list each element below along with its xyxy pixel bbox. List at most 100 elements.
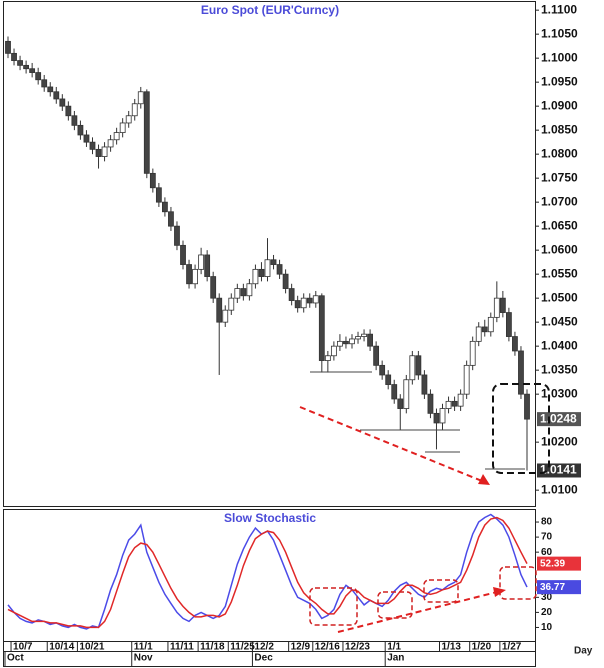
price-panel-frame — [3, 1, 536, 507]
candle-body — [234, 288, 241, 299]
y-tick-label: 1.1050 — [541, 26, 578, 40]
x-tick-label: 10/7 — [13, 642, 33, 653]
y-tick-label: 1.0950 — [541, 74, 578, 88]
candle-body — [83, 134, 90, 143]
candle-body — [379, 364, 386, 376]
annotations — [299, 371, 550, 633]
x-tick-label: 12/23 — [345, 642, 370, 653]
candle-body — [300, 297, 307, 309]
candle-body — [282, 273, 289, 289]
candle-body — [29, 68, 36, 73]
candle-body — [463, 364, 470, 395]
x-axis-label: Day — [574, 646, 593, 657]
x-tick-label: 11/18 — [200, 642, 225, 653]
candle-body — [5, 40, 11, 54]
x-tick-label: 11/11 — [170, 642, 194, 653]
candle-body — [162, 201, 168, 213]
candle-body — [367, 333, 373, 347]
candle-body — [312, 295, 319, 304]
highlight-box — [499, 566, 537, 600]
candle-body — [337, 340, 343, 347]
candle-body — [149, 172, 156, 189]
y-tick-label: 1.0450 — [541, 314, 578, 328]
candle-body — [433, 412, 440, 424]
candle-body — [391, 384, 398, 400]
candle-body — [493, 297, 500, 318]
candle-body — [119, 122, 126, 133]
x-tick-label: 1/13 — [442, 642, 462, 653]
candle-body — [306, 297, 313, 304]
value-marker-label: 1.0141 — [540, 463, 577, 477]
candle-body — [512, 336, 518, 352]
candle-body — [125, 115, 132, 124]
value-marker-label: 52.39 — [540, 558, 565, 569]
trend-arrow — [337, 591, 498, 633]
candle-body — [487, 316, 494, 333]
candle-body — [113, 132, 120, 141]
candle-body — [451, 400, 458, 407]
candle-body — [204, 254, 211, 277]
candle-body — [71, 115, 78, 126]
candle-body — [47, 86, 54, 93]
date-axis-frame — [3, 641, 536, 667]
stochastic-line — [7, 516, 528, 629]
candle-body — [439, 408, 446, 424]
candle-body — [174, 225, 180, 246]
candle-body — [355, 336, 361, 340]
y-tick-label: 10 — [541, 622, 553, 633]
candle-body — [41, 79, 48, 88]
value-marker-label: 1.0248 — [540, 411, 577, 425]
candle-body — [445, 400, 452, 409]
y-tick-label: 1.0650 — [541, 218, 578, 232]
month-label: Dec — [254, 653, 273, 664]
candle-body — [228, 297, 235, 311]
candle-body — [288, 288, 295, 301]
candle-body — [252, 268, 259, 285]
y-tick-label: 1.0300 — [541, 386, 578, 400]
highlight-box — [377, 591, 413, 619]
candle-body — [258, 268, 265, 277]
candle-body — [107, 139, 114, 148]
x-tick-label: 1/20 — [472, 642, 492, 653]
candle-body — [361, 333, 367, 337]
candle-body — [427, 393, 434, 414]
candle-body — [246, 283, 253, 297]
x-tick-label: 12/16 — [315, 642, 340, 653]
x-tick-label: 1/1 — [387, 642, 401, 653]
candle-body — [385, 374, 392, 385]
candle-body — [11, 52, 17, 61]
candle-body — [397, 398, 404, 409]
candle-body — [505, 312, 512, 337]
candle-body — [240, 288, 247, 297]
value-marker — [537, 580, 581, 595]
value-marker-label: 36.77 — [540, 582, 565, 593]
candle-body — [59, 98, 66, 107]
candle-body — [23, 64, 30, 70]
candle-body — [276, 264, 283, 275]
candle-body — [403, 379, 410, 409]
candle-body — [469, 340, 476, 366]
candle-body — [155, 187, 162, 203]
candle-body — [264, 259, 271, 277]
y-tick-label: 1.1100 — [541, 2, 577, 16]
candle-body — [143, 91, 150, 174]
arrow-head — [493, 587, 506, 597]
x-tick-label: 1/27 — [502, 642, 522, 653]
candle-body — [518, 350, 524, 395]
candle-body — [77, 124, 84, 136]
candle-body — [499, 297, 506, 313]
y-tick-label: 80 — [541, 517, 553, 528]
candle-body — [216, 297, 223, 323]
candle-body — [343, 340, 349, 345]
x-tick-label: 12/2 — [254, 642, 274, 653]
highlight-box — [492, 383, 550, 474]
y-tick-label: 70 — [541, 532, 553, 543]
y-tick-label: 1.0550 — [541, 266, 578, 280]
trend-arrow — [299, 406, 483, 482]
y-tick-label: 1.0700 — [541, 194, 578, 208]
y-tick-label: 30 — [541, 592, 553, 603]
candle-body — [101, 146, 108, 157]
